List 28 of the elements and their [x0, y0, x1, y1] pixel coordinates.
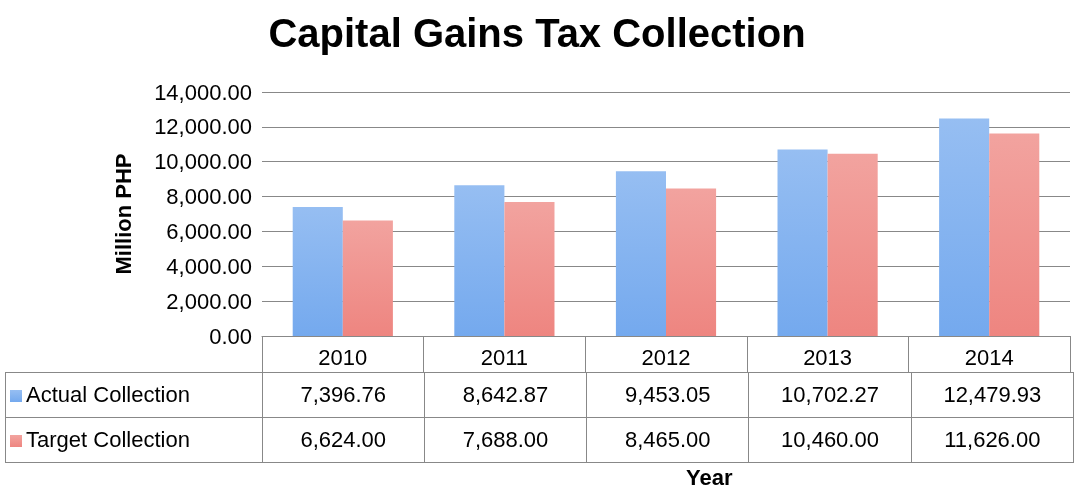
y-tick-label: 14,000.00	[154, 79, 252, 105]
data-label: 7,396.76	[262, 372, 425, 418]
y-tick-label: 12,000.00	[154, 114, 252, 140]
legend-label: Target Collection	[5, 417, 263, 463]
y-tick-label: 4,000.00	[166, 253, 252, 279]
data-label: 9,453.05	[586, 372, 749, 418]
y-tick-label: 8,000.00	[166, 184, 252, 210]
data-label: 11,626.00	[911, 417, 1074, 463]
data-label: 10,702.27	[748, 372, 912, 418]
data-label: 8,465.00	[586, 417, 749, 463]
y-tick-label: 6,000.00	[166, 218, 252, 244]
x-tick-label: 2013	[803, 344, 853, 370]
y-tick-label: 0.00	[209, 323, 252, 349]
x-tick-label: 2014	[964, 344, 1014, 370]
legend-label: Actual Collection	[5, 372, 263, 418]
data-label: 10,460.00	[748, 417, 912, 463]
x-tick-label: 2010	[318, 344, 368, 370]
y-axis-title: Million PHP	[110, 153, 136, 275]
x-tick-label: 2012	[641, 344, 691, 370]
data-label: 7,688.00	[424, 417, 587, 463]
data-label: 8,642.87	[424, 372, 587, 418]
chart-title: Capital Gains Tax Collection	[268, 11, 806, 55]
data-label: 6,624.00	[262, 417, 425, 463]
y-tick-label: 2,000.00	[166, 288, 252, 314]
data-label: 12,479.93	[911, 372, 1074, 418]
x-axis-title: Year	[686, 464, 733, 490]
y-tick-label: 10,000.00	[154, 149, 252, 175]
x-tick-label: 2011	[480, 344, 529, 370]
